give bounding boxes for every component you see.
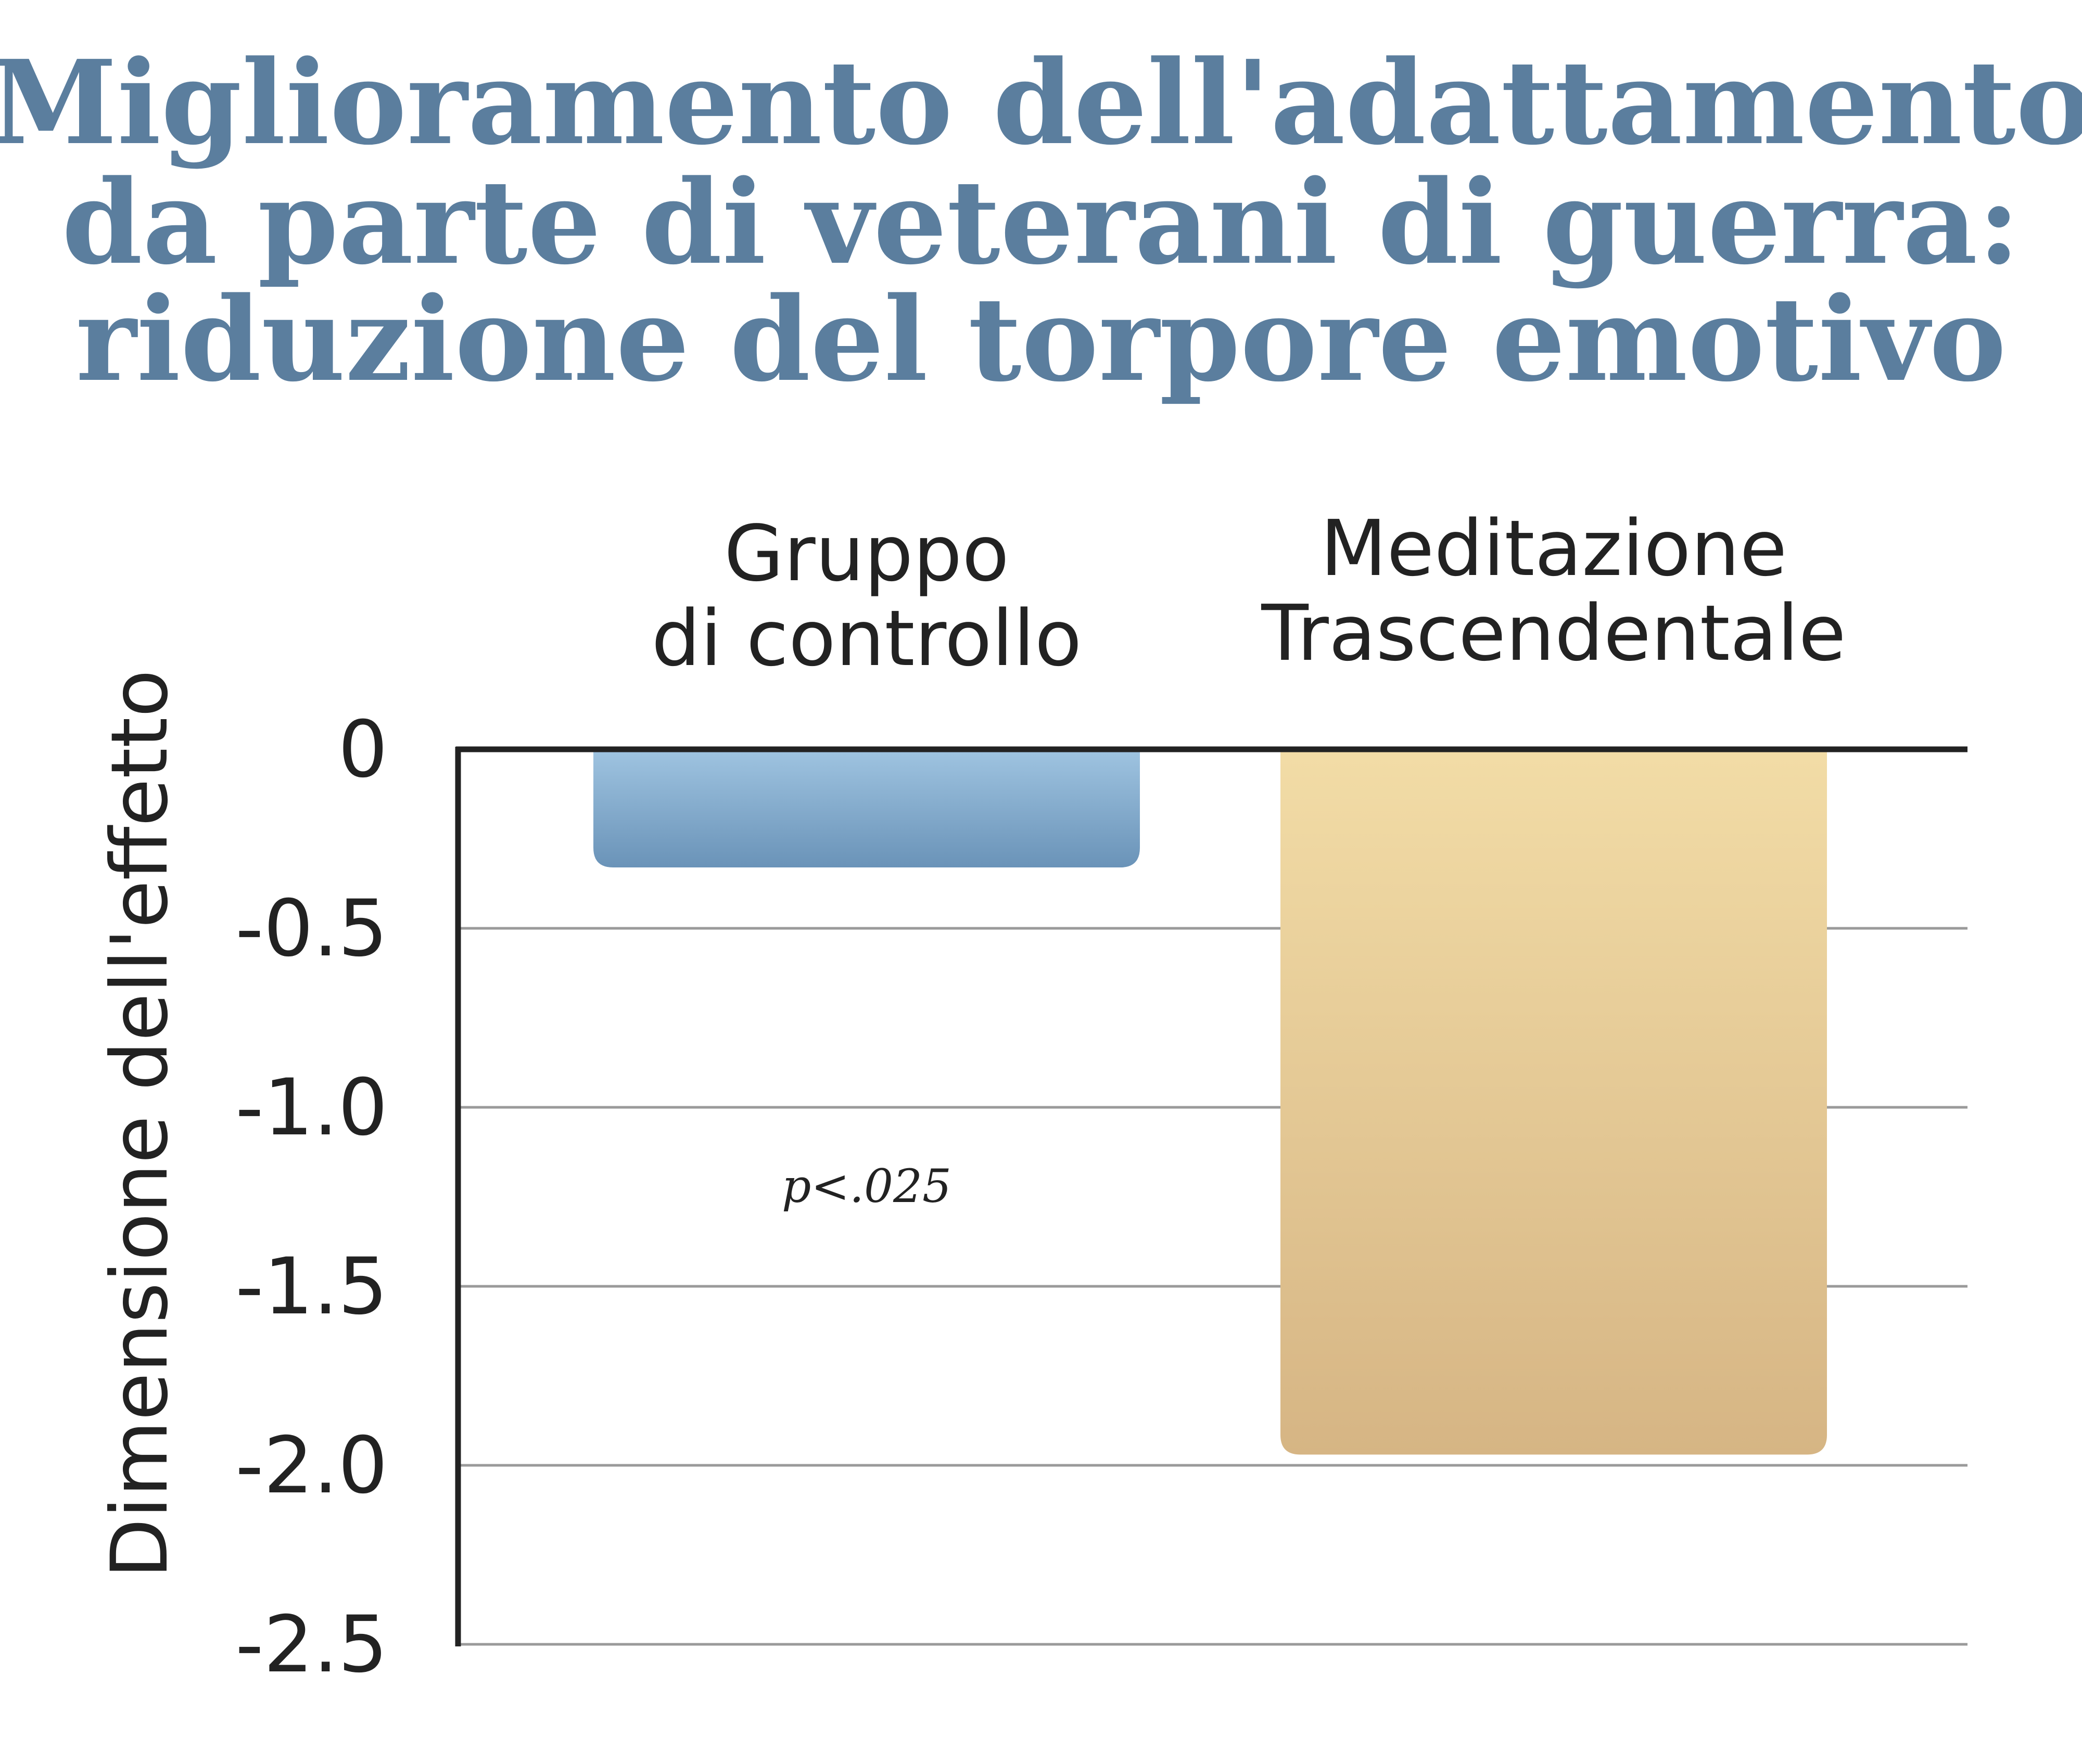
- y-tick-label: -0.5: [235, 884, 388, 974]
- y-axis-title: Dimensione dell'effetto: [95, 670, 185, 1579]
- bars: [593, 751, 1827, 1455]
- significance-annotation: p<.025: [782, 1159, 951, 1213]
- category-labels: Gruppo di controllo Meditazione Trascend…: [652, 504, 1846, 683]
- category-label-tm-line-1: Meditazione: [1321, 504, 1787, 593]
- title-line-1: Miglioramento dell'adattamento: [0, 35, 2082, 171]
- title-line-3: riduzione del torpore emotivo: [76, 272, 2007, 407]
- chart-title: Miglioramento dell'adattamento da parte …: [0, 35, 2082, 407]
- axes: [455, 746, 1967, 1646]
- y-tick-label: -2.5: [235, 1600, 388, 1690]
- category-label-control-line-2: di controllo: [652, 594, 1082, 683]
- bar-gruppo-di-controllo: [593, 751, 1140, 868]
- bar-meditazione-trascendentale: [1280, 751, 1827, 1455]
- y-tick-label: -1.5: [235, 1242, 388, 1332]
- category-label-tm-line-2: Trascendentale: [1261, 589, 1846, 678]
- y-tick-label: -1.0: [235, 1063, 388, 1153]
- y-tick-labels: 0 -0.5 -1.0 -1.5 -2.0 -2.5: [235, 705, 388, 1690]
- category-label-control-line-1: Gruppo: [724, 509, 1009, 598]
- title-line-2: da parte di veterani di guerra:: [62, 155, 2021, 290]
- y-tick-label: -2.0: [235, 1421, 388, 1511]
- y-tick-label: 0: [338, 705, 388, 795]
